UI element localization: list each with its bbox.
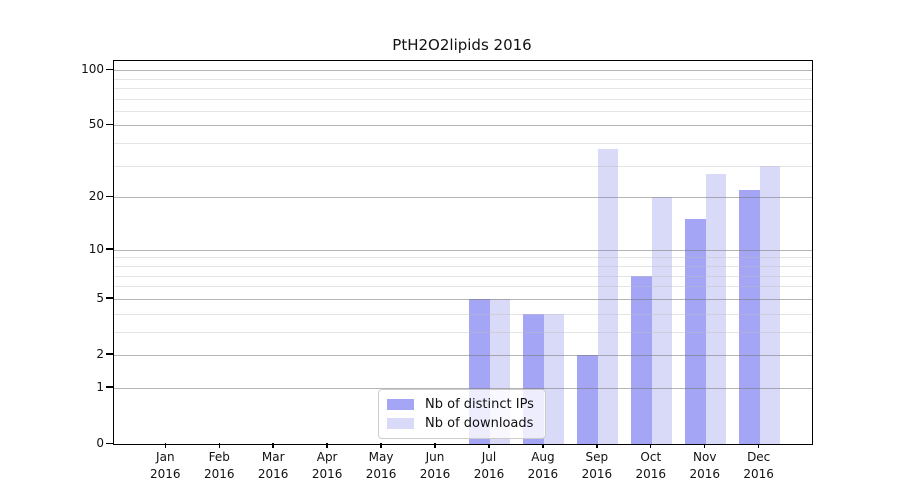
x-tick-mark-oct xyxy=(650,443,652,448)
gridline-minor-9 xyxy=(114,257,812,259)
y-tick-mark-100 xyxy=(106,68,113,70)
bar-aug-downloads xyxy=(543,313,565,444)
gridline-minor-30 xyxy=(114,165,812,167)
bar-sep-distinct-ips xyxy=(577,355,598,444)
y-tick-mark-2 xyxy=(106,353,113,355)
y-tick-mark-50 xyxy=(106,123,113,126)
y-tick-label-100: 100 xyxy=(81,62,104,77)
bar-oct-downloads xyxy=(651,197,673,444)
x-tick-mark-sep xyxy=(596,443,598,448)
legend-label-downloads: Nb of downloads xyxy=(425,416,534,431)
y-tick-mark-5 xyxy=(106,297,113,299)
x-tick-label-sep: Sep 2016 xyxy=(581,450,613,481)
y-tick-mark-10 xyxy=(106,248,113,250)
x-tick-mark-mar xyxy=(272,443,274,448)
y-tick-mark-1 xyxy=(106,386,113,388)
plot-area xyxy=(113,60,813,445)
gridline-major-100 xyxy=(114,70,812,72)
bar-dec-distinct-ips xyxy=(739,189,760,444)
gridline-minor-4 xyxy=(114,313,812,315)
gridline-minor-60 xyxy=(114,110,812,112)
x-tick-mark-apr xyxy=(326,443,328,448)
x-tick-label-oct: Oct 2016 xyxy=(635,450,667,481)
gridline-minor-8 xyxy=(114,265,812,267)
x-tick-label-nov: Nov 2016 xyxy=(689,450,721,481)
y-tick-label-0: 0 xyxy=(96,436,104,450)
bar-nov-downloads xyxy=(705,174,727,444)
gridline-minor-80 xyxy=(114,87,812,89)
legend-swatch-distinct-ips xyxy=(387,399,414,410)
chart-title: PtH2O2lipids 2016 xyxy=(392,36,532,54)
x-tick-mark-may xyxy=(380,443,382,448)
gridline-minor-90 xyxy=(114,78,812,80)
x-tick-mark-jan xyxy=(164,443,166,448)
x-tick-label-apr: Apr 2016 xyxy=(311,450,343,481)
legend: Nb of distinct IPs Nb of downloads xyxy=(378,389,546,439)
x-tick-mark-nov xyxy=(704,443,706,448)
x-tick-mark-feb xyxy=(218,443,220,448)
gridline-minor-40 xyxy=(114,143,812,145)
y-tick-label-10: 10 xyxy=(88,241,104,256)
gridline-minor-70 xyxy=(114,98,812,100)
gridline-major-1 xyxy=(114,387,812,389)
y-tick-label-1: 1 xyxy=(96,379,104,394)
x-tick-label-aug: Aug 2016 xyxy=(527,450,559,481)
gridline-minor-3 xyxy=(114,331,812,333)
gridline-major-2 xyxy=(114,354,812,356)
x-tick-label-mar: Mar 2016 xyxy=(257,450,289,481)
bar-oct-distinct-ips xyxy=(631,275,652,444)
y-tick-mark-0 xyxy=(106,442,113,444)
y-tick-mark-20 xyxy=(106,195,113,198)
x-tick-label-dec: Dec 2016 xyxy=(743,450,774,481)
gridline-minor-7 xyxy=(114,275,812,277)
gridline-major-5 xyxy=(114,298,812,300)
gridline-minor-6 xyxy=(114,286,812,288)
y-tick-label-20: 20 xyxy=(88,189,104,204)
y-tick-label-5: 5 xyxy=(96,290,104,305)
x-tick-mark-jun xyxy=(434,443,436,448)
legend-label-distinct-ips: Nb of distinct IPs xyxy=(425,397,534,412)
gridline-major-50 xyxy=(114,125,812,127)
x-tick-label-jul: Jul 2016 xyxy=(473,450,505,481)
gridline-major-20 xyxy=(114,197,812,199)
y-tick-label-2: 2 xyxy=(96,346,104,361)
y-tick-label-50: 50 xyxy=(88,117,104,132)
bar-sep-downloads xyxy=(597,149,619,444)
legend-entry-downloads: Nb of downloads xyxy=(379,416,545,431)
legend-entry-distinct-ips: Nb of distinct IPs xyxy=(379,397,545,412)
x-tick-label-jan: Jan 2016 xyxy=(150,450,181,481)
x-tick-label-jun: Jun 2016 xyxy=(419,450,451,481)
gridline-major-10 xyxy=(114,249,812,251)
x-tick-mark-dec xyxy=(758,443,760,448)
x-tick-mark-jul xyxy=(488,443,490,448)
x-tick-label-may: May 2016 xyxy=(365,450,397,481)
x-tick-mark-aug xyxy=(542,443,544,448)
x-tick-label-feb: Feb 2016 xyxy=(203,450,235,481)
legend-swatch-downloads xyxy=(387,418,414,429)
bar-dec-downloads xyxy=(759,165,781,444)
